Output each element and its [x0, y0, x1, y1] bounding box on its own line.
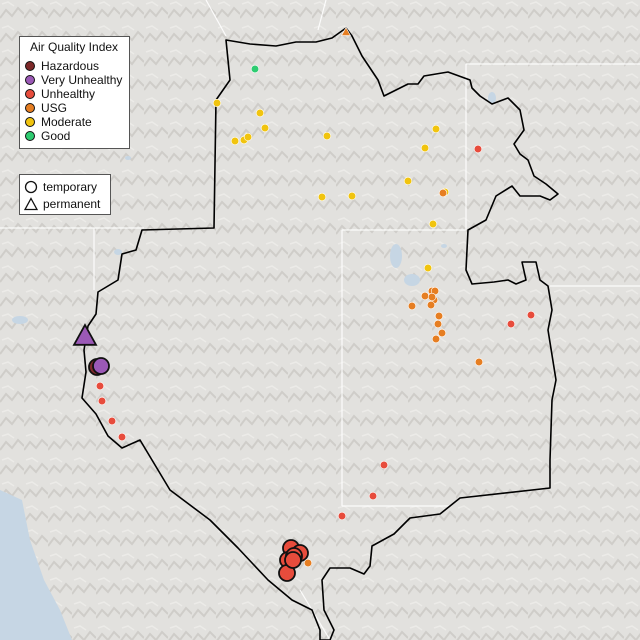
- monitor-moderate-temporary: [255, 108, 265, 118]
- monitor-moderate-temporary: [322, 131, 332, 141]
- monitor-unhealthy-temporary: [95, 381, 105, 391]
- unhealthy-swatch-icon: [25, 89, 35, 99]
- monitor-moderate-temporary: [420, 143, 430, 153]
- monitor-usg-temporary: [427, 292, 437, 302]
- monitor-moderate-temporary: [423, 263, 433, 273]
- monitor-unhealthy-temporary: [117, 432, 127, 442]
- monitor-usg-temporary: [407, 301, 417, 311]
- monitor-unhealthy-temporary: [526, 310, 536, 320]
- pacific-ocean: [0, 490, 72, 640]
- monitor-unhealthy-temporary: [337, 511, 347, 521]
- aqi-legend-title: Air Quality Index: [30, 40, 119, 54]
- monitor-unhealthy-temporary: [379, 460, 389, 470]
- monitor-usg-permanent: [340, 26, 352, 36]
- monitor-usg-temporary: [431, 334, 441, 344]
- legend-item-hazardous: Hazardous: [25, 59, 99, 73]
- monitor-usg-temporary: [434, 311, 444, 321]
- monitor-unhealthy-temporary: [97, 396, 107, 406]
- monitor-good-temporary: [250, 64, 260, 74]
- monitor-unhealthy-temporary: [473, 144, 483, 154]
- monitor-unhealthy-temporary: [284, 551, 302, 569]
- monitor-type-legend: temporary permanent: [19, 174, 111, 215]
- monitor-usg-temporary: [474, 357, 484, 367]
- monitor-usg-temporary: [437, 328, 447, 338]
- monitor-usg-temporary: [433, 319, 443, 329]
- monitor-very-unhealthy-temporary: [92, 357, 110, 375]
- legend-item-temporary: temporary: [24, 179, 97, 195]
- legend-item-good: Good: [25, 129, 70, 143]
- monitor-markers: [72, 26, 536, 582]
- monitor-usg-temporary: [303, 558, 313, 568]
- monitor-unhealthy-temporary: [107, 416, 117, 426]
- legend-item-usg: USG: [25, 101, 67, 115]
- lakes: [12, 92, 496, 324]
- moderate-swatch-icon: [25, 117, 35, 127]
- legend-item-unhealthy: Unhealthy: [25, 87, 95, 101]
- monitor-usg-temporary: [426, 300, 436, 310]
- monitor-moderate-temporary: [260, 123, 270, 133]
- monitor-moderate-temporary: [347, 191, 357, 201]
- usg-swatch-icon: [25, 103, 35, 113]
- monitor-moderate-temporary: [230, 136, 240, 146]
- legend-item-very-unhealthy: Very Unhealthy: [25, 73, 122, 87]
- monitor-moderate-temporary: [212, 98, 222, 108]
- aqi-legend: Air Quality Index Hazardous Very Unhealt…: [19, 36, 130, 149]
- monitor-moderate-temporary: [243, 132, 253, 142]
- triangle-icon: [24, 197, 38, 211]
- circle-icon: [24, 180, 38, 194]
- monitor-moderate-temporary: [403, 176, 413, 186]
- monitor-moderate-temporary: [431, 124, 441, 134]
- monitor-very-unhealthy-permanent: [72, 323, 98, 346]
- hazardous-swatch-icon: [25, 61, 35, 71]
- monitor-usg-temporary: [438, 188, 448, 198]
- good-swatch-icon: [25, 131, 35, 141]
- monitor-moderate-temporary: [428, 219, 438, 229]
- monitor-moderate-temporary: [317, 192, 327, 202]
- monitor-unhealthy-temporary: [506, 319, 516, 329]
- legend-item-permanent: permanent: [24, 196, 100, 212]
- monitor-usg-temporary: [420, 291, 430, 301]
- monitor-unhealthy-temporary: [368, 491, 378, 501]
- legend-item-moderate: Moderate: [25, 115, 92, 129]
- region-boundary: [81, 27, 559, 640]
- very-unhealthy-swatch-icon: [25, 75, 35, 85]
